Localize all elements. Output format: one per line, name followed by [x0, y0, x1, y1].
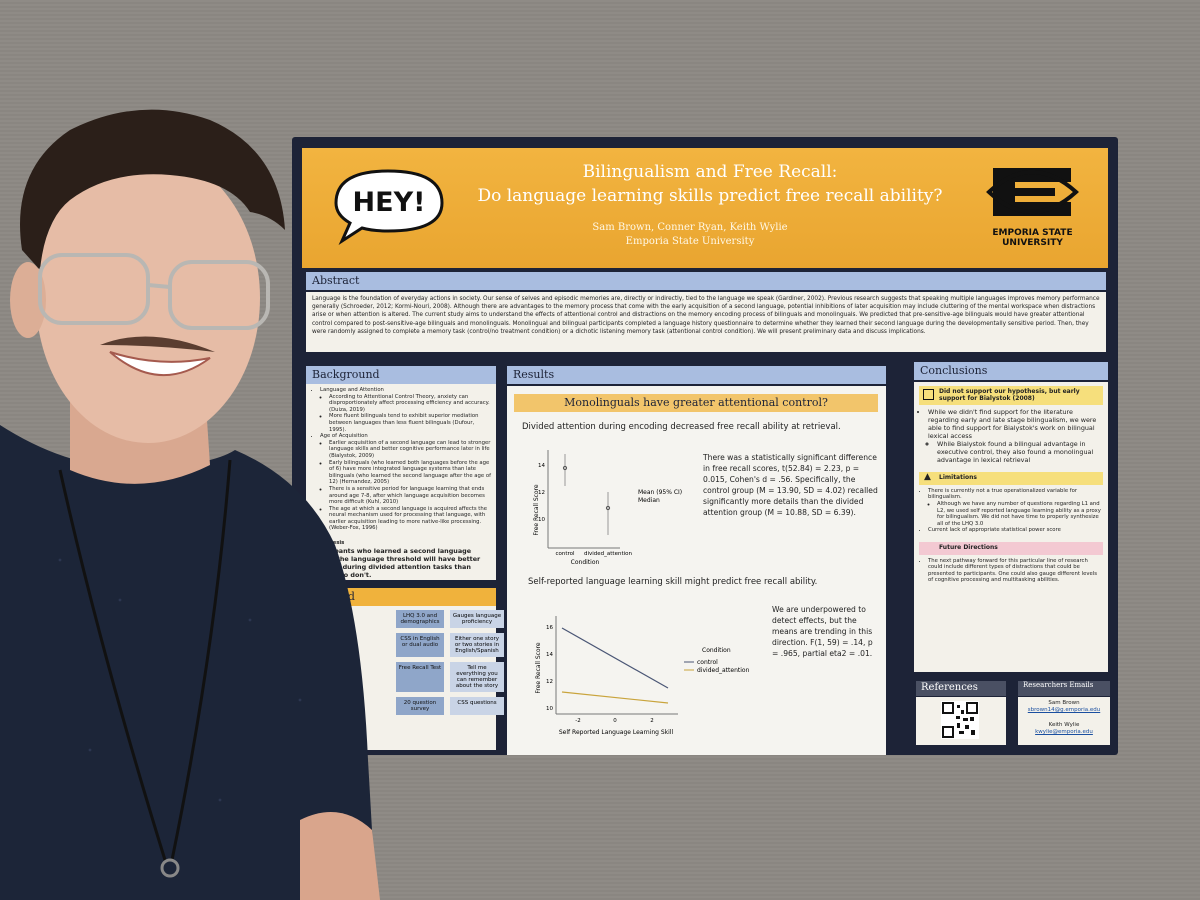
item: The next pathway forward for this partic…: [928, 558, 1103, 584]
item: The age at which a second language is ac…: [329, 506, 491, 532]
y-tick: 10: [546, 706, 553, 712]
item: There is a sensitive period for language…: [329, 486, 491, 506]
item: Early bilinguals (who learned both langu…: [329, 460, 491, 486]
finding: Divided attention during encoding decrea…: [522, 422, 841, 432]
step: 20 question survey: [396, 697, 444, 715]
item: More fluent bilinguals tend to exhibit s…: [329, 413, 491, 433]
y-label: Free Recall Score: [535, 642, 542, 694]
y-tick: 12: [538, 490, 545, 496]
y-label: Free Recall Score: [533, 484, 540, 536]
qr-code: [941, 701, 979, 739]
affiliation: Emporia State University: [625, 236, 755, 247]
y-tick: 14: [546, 652, 553, 658]
text: Did not support our hypothesis, but earl…: [939, 388, 1080, 402]
title: Bilingualism and Free Recall:: [582, 162, 838, 182]
y-tick: 14: [538, 463, 545, 469]
step-note: Tell me everything you can remember abou…: [450, 662, 504, 692]
y-tick: 12: [546, 679, 553, 685]
item: While Bialystok found a bilingual advant…: [937, 440, 1103, 464]
poster-title: Bilingualism and Free Recall: Do language…: [420, 160, 1000, 208]
stats: There was a statistically significant di…: [703, 453, 878, 517]
legend: control: [697, 659, 718, 666]
topic: Language and Attention: [320, 387, 491, 394]
x-label: Self Reported Language Learning Skill: [559, 729, 674, 736]
logo-text: EMPORIA STATE UNIVERSITY: [992, 228, 1073, 248]
line: [561, 691, 669, 704]
warn-icon: ▲: [924, 472, 931, 483]
callout: Did not support our hypothesis, but earl…: [919, 386, 1103, 406]
results-banner: Monolinguals have greater attentional co…: [514, 394, 878, 412]
x-tick: 2: [650, 718, 654, 724]
researchers-header: Researchers Emails: [1018, 681, 1110, 696]
step-note: Gauges language proficiency: [450, 610, 504, 628]
name: Sam Brown: [1048, 700, 1080, 706]
abstract-header: Abstract: [306, 272, 1106, 290]
line: [561, 627, 669, 689]
finding: Self-reported language learning skill mi…: [528, 577, 818, 587]
conclusions-panel: Did not support our hypothesis, but earl…: [914, 382, 1108, 672]
references-header: References: [916, 681, 1006, 696]
x-tick: 0: [613, 718, 617, 724]
legend: divided_attention: [697, 667, 750, 674]
item: While we didn't find support for the lit…: [928, 408, 1103, 440]
text: Limitations: [939, 474, 977, 482]
item: There is currently not a true operationa…: [928, 488, 1103, 501]
step: CSS in English or dual audio: [396, 633, 444, 657]
method-flow: LHQ 3.0 and demographics Gauges language …: [396, 610, 504, 715]
background-panel: Language and Attention According to Atte…: [306, 384, 496, 580]
step: Free Recall Test: [396, 662, 444, 692]
topic: Age of Acquisition: [320, 433, 491, 440]
check-icon: [923, 389, 934, 400]
stats: We are underpowered to detect effects, b…: [772, 605, 873, 658]
point: [562, 465, 568, 471]
step-note: Either one story or two stories in Engli…: [450, 633, 504, 657]
results-header: Results: [507, 366, 886, 384]
item: Current lack of appropriate statistical …: [928, 527, 1103, 534]
researchers-panel: Sam Brown sbrown14@g.emporia.edu Keith W…: [1018, 697, 1110, 745]
step-note: CSS questions: [450, 697, 504, 715]
subtitle: Do language learning skills predict free…: [477, 186, 943, 206]
y-tick: 10: [538, 517, 545, 523]
item: Although we have any number of questions…: [937, 501, 1103, 527]
legend-title: Condition: [702, 647, 731, 654]
hey-text: HEY!: [353, 187, 426, 218]
item: Earlier acquisition of a second language…: [329, 440, 491, 460]
item: According to Attentional Control Theory,…: [329, 394, 491, 414]
email: sbrown14@g.emporia.edu: [1027, 707, 1101, 713]
y-tick: 16: [546, 625, 553, 631]
x-label: Condition: [571, 559, 600, 566]
step: LHQ 3.0 and demographics: [396, 610, 444, 628]
hey-bubble: HEY!: [334, 169, 444, 245]
name: Keith Wylie: [1048, 722, 1080, 728]
x-tick: control: [555, 551, 575, 557]
x-tick: -2: [575, 718, 580, 724]
x-tick: divided_attention: [584, 551, 633, 557]
authors: Sam Brown, Conner Ryan, Keith Wylie: [592, 222, 788, 233]
abstract-text: Language is the foundation of everyday a…: [306, 292, 1106, 352]
plot-1: Free Recall Score 14 12 10 control divid…: [533, 450, 682, 566]
point: [605, 505, 611, 511]
callout: ▲ Limitations: [919, 472, 1103, 485]
legend: Mean (95% CI): [638, 489, 682, 496]
results-panel: [507, 386, 886, 755]
conclusions-header: Conclusions: [914, 362, 1108, 380]
logo: [986, 168, 1079, 216]
background-header: Background: [306, 366, 496, 384]
callout: Future Directions: [919, 541, 1103, 555]
plot-2: Free Recall Score 16 14 12 10 -2 0 2 Sel…: [535, 616, 750, 736]
legend: Median: [638, 497, 660, 504]
email: kwylie@emporia.edu: [1035, 729, 1093, 735]
